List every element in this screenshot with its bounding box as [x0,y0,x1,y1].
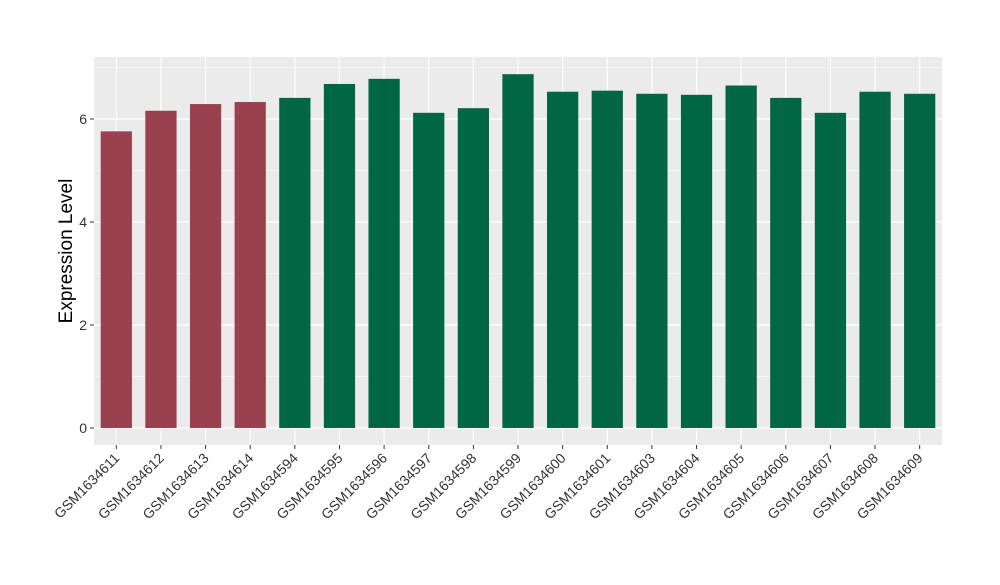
bar [636,93,668,428]
bar [234,102,266,428]
bar [457,108,489,428]
x-axis: GSM1634611GSM1634612GSM1634613GSM1634614… [51,445,926,522]
bars [100,74,936,429]
bar [591,90,623,429]
bar [814,112,847,428]
bar [413,112,445,428]
y-axis-label: Expression Level [56,179,77,324]
bar [680,94,713,429]
bar [547,91,579,428]
y-axis: 0 2 4 6 [79,111,94,436]
bar [368,78,400,428]
bar [100,131,132,429]
bar [323,83,356,428]
bar [279,97,311,428]
bar [859,91,891,428]
bar [145,110,177,428]
bar [502,74,534,428]
bar [189,104,222,428]
y-tick-label: 6 [79,111,87,127]
y-tick-label: 0 [79,420,87,436]
bar [904,93,936,428]
bar [770,97,802,428]
y-tick-label: 2 [79,317,87,333]
y-tick-label: 4 [79,214,87,230]
bar [725,85,757,429]
